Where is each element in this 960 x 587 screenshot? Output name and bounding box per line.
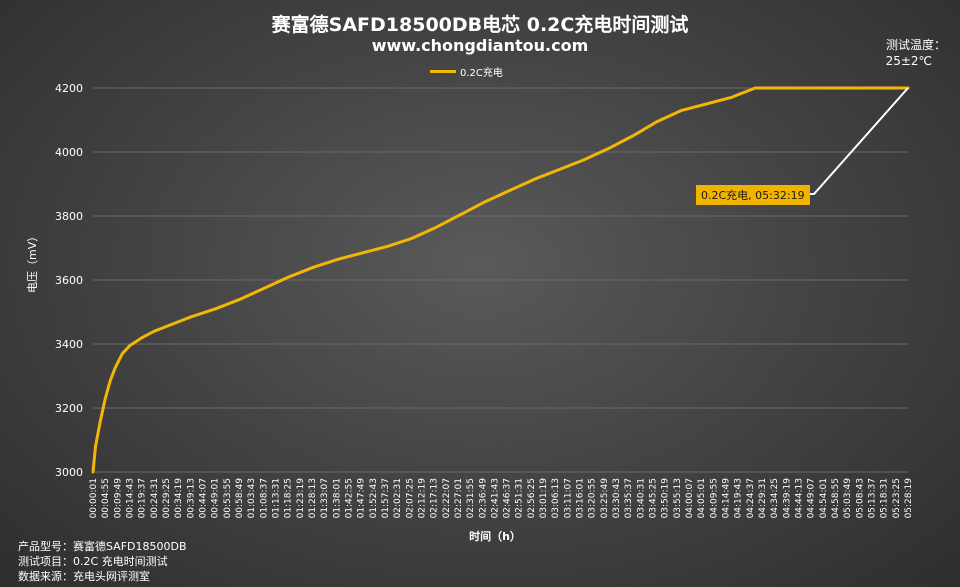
y-tick-label: 4000 [55, 146, 83, 159]
x-tick-label: 04:58:55 [831, 478, 841, 518]
x-tick-label: 00:00:01 [89, 478, 99, 518]
x-tick-label: 03:55:13 [673, 478, 683, 518]
y-tick-label: 3200 [55, 402, 83, 415]
callout-connector [808, 87, 909, 195]
x-tick-label: 04:09:55 [709, 478, 719, 518]
x-tick-label: 04:49:07 [807, 478, 817, 518]
x-tick-label: 00:14:43 [125, 478, 135, 518]
legend: 0.2C充电 [430, 64, 503, 79]
x-tick-label: 02:51:31 [515, 478, 525, 518]
x-tick-label: 03:11:07 [563, 478, 573, 518]
x-axis-title: 时间（h） [469, 530, 521, 543]
legend-label: 0.2C充电 [460, 68, 503, 79]
y-tick-label: 4200 [55, 82, 83, 95]
x-tick-label: 03:25:49 [600, 478, 610, 519]
x-tick-label: 00:39:13 [186, 478, 196, 518]
x-tick-label: 01:57:37 [381, 478, 391, 518]
x-tick-label: 02:56:25 [527, 478, 537, 518]
y-tick-label: 3600 [55, 274, 83, 287]
x-tick-label: 01:13:31 [271, 478, 281, 518]
x-tick-label: 04:05:01 [697, 478, 707, 518]
x-tick-label: 02:17:13 [430, 478, 440, 518]
x-tick-label: 02:22:07 [442, 478, 452, 518]
x-tick-label: 00:04:55 [101, 478, 111, 518]
x-tick-label: 01:23:19 [296, 478, 306, 519]
x-tick-label: 02:02:31 [393, 478, 403, 518]
x-tick-label: 04:44:13 [795, 478, 805, 518]
chart-title: 赛富德SAFD18500DB电芯 0.2C充电时间测试 [271, 14, 689, 36]
x-tick-label: 03:35:37 [624, 478, 634, 518]
x-tick-label: 01:28:13 [308, 478, 318, 518]
x-tick-label: 00:24:31 [150, 478, 160, 518]
legend-swatch [430, 70, 456, 73]
callout-label: 0.2C充电, 05:32:19 [696, 185, 810, 205]
series-line [91, 86, 910, 474]
x-tick-label: 04:29:31 [758, 478, 768, 518]
x-tick-label: 03:30:43 [612, 478, 622, 518]
x-tick-label: 05:08:43 [855, 478, 865, 518]
temperature-value: 25±2℃ [885, 54, 932, 68]
x-tick-label: 03:20:55 [588, 478, 598, 518]
x-tick-label: 00:58:49 [235, 478, 245, 519]
y-tick-label: 3000 [55, 466, 83, 479]
y-axis-title: 电压（mV） [26, 230, 39, 293]
x-tick-label: 03:50:19 [661, 478, 671, 519]
footer-source: 数据来源：充电头网评测室 [18, 570, 150, 583]
x-tick-label: 04:34:25 [770, 478, 780, 518]
x-tick-label: 00:09:49 [113, 478, 123, 519]
x-tick-label: 00:44:07 [198, 478, 208, 518]
x-tick-label: 01:47:49 [357, 478, 367, 519]
x-tick-label: 00:53:55 [223, 478, 233, 518]
x-tick-label: 01:52:43 [369, 478, 379, 518]
x-tick-label: 03:01:19 [539, 478, 549, 519]
x-tick-label: 03:16:01 [576, 478, 586, 518]
chart-subtitle: www.chongdiantou.com [371, 36, 589, 55]
x-tick-label: 04:19:43 [734, 478, 744, 518]
x-tick-label: 00:29:25 [162, 478, 172, 518]
footer-product: 产品型号：赛富德SAFD18500DB [18, 540, 187, 553]
x-tick-label: 01:38:01 [332, 478, 342, 518]
footer-test-item: 测试项目：0.2C 充电时间测试 [18, 555, 168, 568]
x-tick-label: 04:14:49 [722, 478, 732, 519]
x-tick-label: 04:54:01 [819, 478, 829, 518]
x-tick-label: 03:45:25 [649, 478, 659, 518]
x-tick-label: 04:39:19 [782, 478, 792, 519]
x-tick-label: 04:24:37 [746, 478, 756, 518]
x-tick-label: 01:33:07 [320, 478, 330, 518]
x-tick-label: 05:28:19 [904, 478, 914, 519]
x-tick-label: 02:41:43 [490, 478, 500, 518]
x-tick-label: 02:31:55 [466, 478, 476, 518]
x-tick-label: 01:42:55 [344, 478, 354, 518]
y-tick-label: 3800 [55, 210, 83, 223]
x-tick-label: 02:07:25 [405, 478, 415, 518]
x-tick-label: 05:23:25 [892, 478, 902, 518]
x-tick-label: 02:36:49 [478, 478, 488, 519]
y-tick-label: 3400 [55, 338, 83, 351]
x-tick-label: 03:40:31 [636, 478, 646, 518]
x-tick-label: 02:46:37 [503, 478, 513, 518]
x-tick-label: 05:13:37 [868, 478, 878, 518]
x-tick-label: 02:27:01 [454, 478, 464, 518]
x-tick-label: 01:08:37 [259, 478, 269, 518]
x-tick-label: 03:06:13 [551, 478, 561, 518]
x-tick-label: 00:34:19 [174, 478, 184, 519]
temperature-label: 测试温度： [885, 38, 946, 52]
x-tick-label: 02:12:19 [417, 478, 427, 519]
x-tick-label: 05:18:31 [880, 478, 890, 518]
x-tick-label: 00:49:01 [211, 478, 221, 518]
x-tick-label: 01:18:25 [284, 478, 294, 518]
x-tick-label: 01:03:43 [247, 478, 257, 518]
x-tick-label: 04:00:07 [685, 478, 695, 518]
x-tick-label: 05:03:49 [843, 478, 853, 519]
x-tick-label: 00:19:37 [138, 478, 148, 518]
